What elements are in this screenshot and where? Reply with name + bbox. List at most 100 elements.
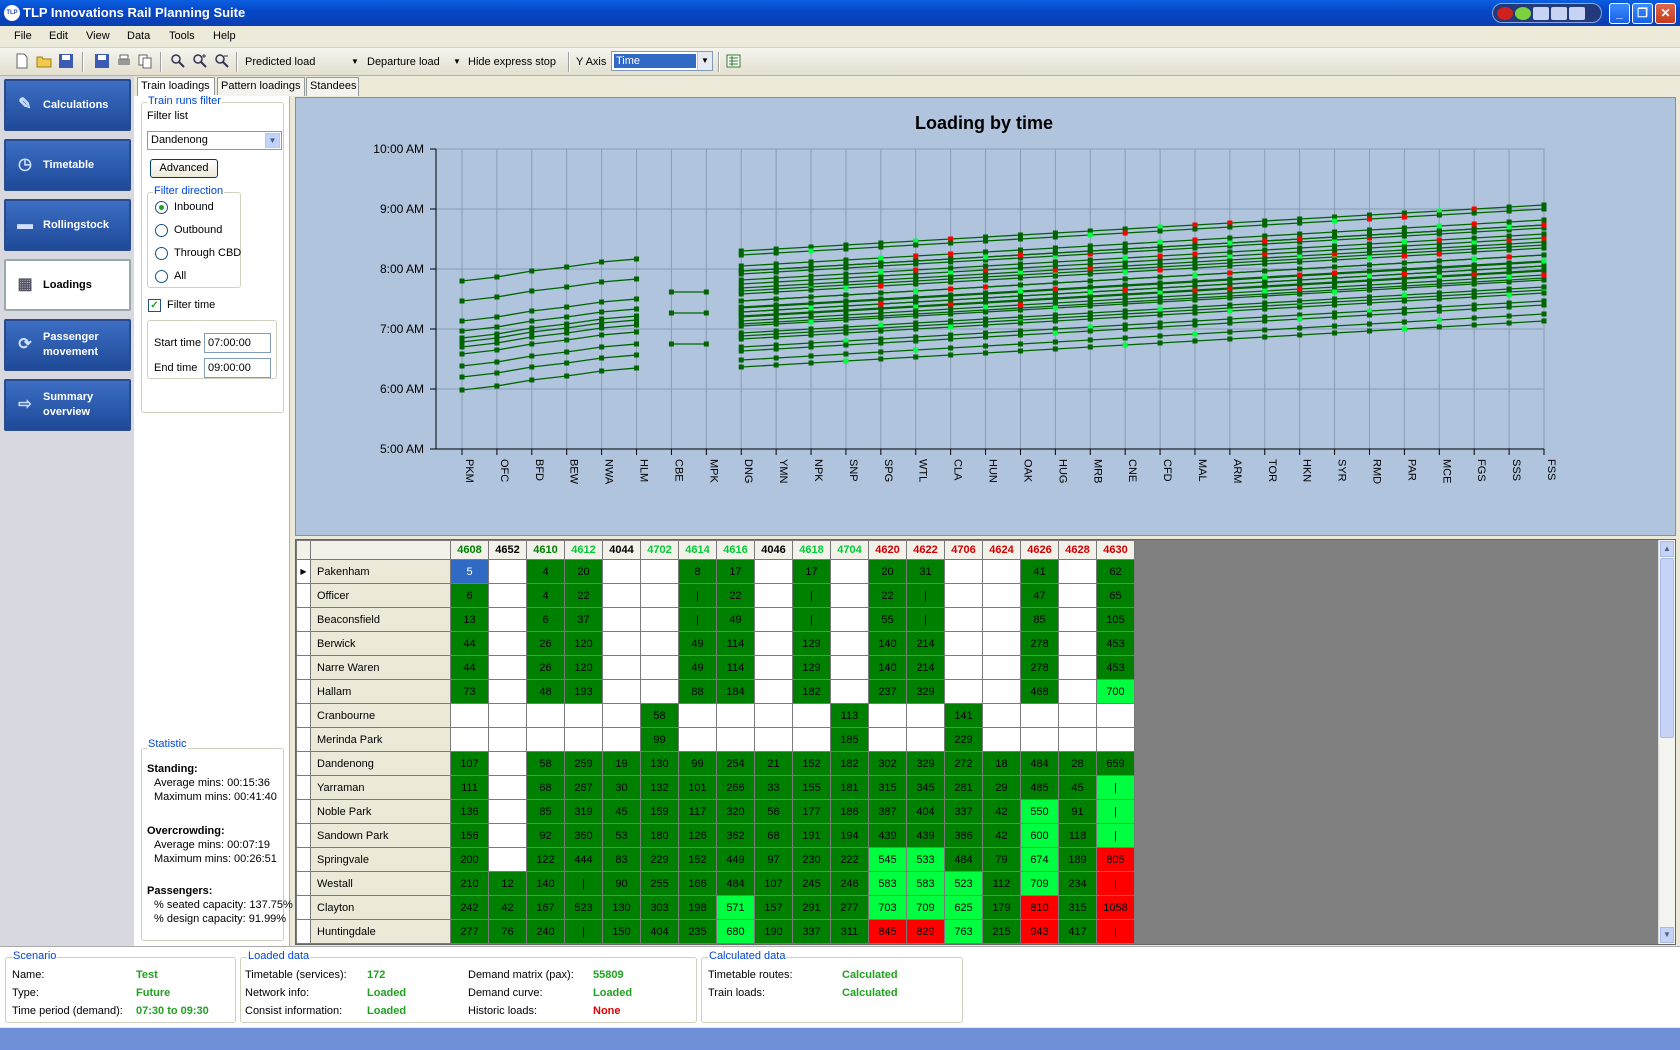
tab-standees[interactable]: Standees <box>306 77 359 96</box>
load-cell[interactable]: 6 <box>526 607 565 632</box>
load-cell[interactable]: 12 <box>488 871 527 896</box>
copy-icon[interactable] <box>137 53 153 69</box>
load-cell[interactable]: 166 <box>678 871 717 896</box>
load-cell[interactable] <box>830 679 869 704</box>
load-cell[interactable]: 56 <box>754 799 793 824</box>
load-cell[interactable]: 179 <box>982 895 1021 920</box>
filter-time-checkbox[interactable]: ✓ <box>148 299 161 312</box>
load-cell[interactable]: 140 <box>526 871 565 896</box>
load-cell[interactable]: 18 <box>982 751 1021 776</box>
load-cell[interactable]: 107 <box>754 871 793 896</box>
load-cell[interactable]: 245 <box>792 871 831 896</box>
load-cell[interactable]: | <box>1096 823 1135 848</box>
load-cell[interactable]: 112 <box>982 871 1021 896</box>
load-cell[interactable]: 13 <box>450 607 489 632</box>
load-cell[interactable]: 583 <box>868 871 907 896</box>
restore-button[interactable]: ❐ <box>1632 3 1653 24</box>
train-column-header[interactable]: 4706 <box>944 540 983 560</box>
load-cell[interactable] <box>1058 631 1097 656</box>
train-column-header[interactable]: 4626 <box>1020 540 1059 560</box>
load-cell[interactable]: | <box>1096 799 1135 824</box>
load-cell[interactable]: 21 <box>754 751 793 776</box>
load-cell[interactable]: 152 <box>678 847 717 872</box>
load-cell[interactable]: 105 <box>1096 607 1135 632</box>
load-cell[interactable]: 130 <box>640 751 679 776</box>
train-column-header[interactable]: 4044 <box>602 540 641 560</box>
load-cell[interactable]: 182 <box>830 751 869 776</box>
train-column-header[interactable]: 4614 <box>678 540 717 560</box>
load-cell[interactable] <box>488 583 527 608</box>
load-cell[interactable] <box>1058 583 1097 608</box>
load-cell[interactable] <box>602 679 641 704</box>
load-cell[interactable]: 360 <box>564 823 603 848</box>
load-cell[interactable]: 44 <box>450 655 489 680</box>
load-cell[interactable]: 122 <box>526 847 565 872</box>
load-cell[interactable]: 237 <box>868 679 907 704</box>
load-cell[interactable] <box>640 607 679 632</box>
load-cell[interactable]: 417 <box>1058 919 1097 944</box>
load-cell[interactable]: 319 <box>564 799 603 824</box>
load-cell[interactable] <box>564 727 603 752</box>
load-cell[interactable]: 362 <box>716 823 755 848</box>
advanced-button[interactable]: Advanced <box>150 159 218 178</box>
load-cell[interactable]: 177 <box>792 799 831 824</box>
load-cell[interactable]: | <box>792 583 831 608</box>
load-cell[interactable]: 444 <box>564 847 603 872</box>
load-cell[interactable]: 700 <box>1096 679 1135 704</box>
load-cell[interactable]: 26 <box>526 631 565 656</box>
train-column-header[interactable]: 4608 <box>450 540 489 560</box>
nav-passenger-movement[interactable]: ⟳ Passenger movement <box>4 319 131 371</box>
load-cell[interactable] <box>488 799 527 824</box>
load-cell[interactable] <box>944 583 983 608</box>
tray-stop-icon[interactable] <box>1497 7 1513 20</box>
train-column-header[interactable]: 4622 <box>906 540 945 560</box>
load-cell[interactable]: 65 <box>1096 583 1135 608</box>
load-cell[interactable] <box>754 583 793 608</box>
load-cell[interactable]: 132 <box>640 775 679 800</box>
load-cell[interactable]: | <box>564 919 603 944</box>
load-cell[interactable]: | <box>1096 871 1135 896</box>
load-cell[interactable]: 99 <box>640 727 679 752</box>
train-column-header[interactable]: 4616 <box>716 540 755 560</box>
load-cell[interactable]: | <box>792 607 831 632</box>
load-cell[interactable]: 55 <box>868 607 907 632</box>
export-excel-icon[interactable] <box>726 53 742 69</box>
load-cell[interactable]: 191 <box>792 823 831 848</box>
load-cell[interactable]: 4 <box>526 559 565 584</box>
load-cell[interactable]: 97 <box>754 847 793 872</box>
load-cell[interactable]: 240 <box>526 919 565 944</box>
load-cell[interactable] <box>450 727 489 752</box>
nav-loadings[interactable]: ▦ Loadings <box>4 259 131 311</box>
load-cell[interactable]: 45 <box>1058 775 1097 800</box>
load-cell[interactable]: 20 <box>564 559 603 584</box>
row-selector[interactable] <box>296 655 311 680</box>
load-cell[interactable] <box>982 703 1021 728</box>
load-cell[interactable]: 107 <box>450 751 489 776</box>
row-selector[interactable] <box>296 847 311 872</box>
table-row[interactable]: Beaconsfield 13 6 37 | 49 | 55 | 85 105 <box>296 607 1135 632</box>
load-cell[interactable]: 267 <box>564 775 603 800</box>
load-cell[interactable]: 210 <box>450 871 489 896</box>
load-cell[interactable]: 763 <box>944 919 983 944</box>
load-cell[interactable]: 17 <box>792 559 831 584</box>
load-cell[interactable]: 303 <box>640 895 679 920</box>
load-cell[interactable]: | <box>678 583 717 608</box>
load-cell[interactable]: 533 <box>906 847 945 872</box>
load-cell[interactable] <box>602 631 641 656</box>
load-cell[interactable] <box>488 655 527 680</box>
load-cell[interactable]: 120 <box>564 655 603 680</box>
table-row[interactable]: Clayton 242 42 167 523 130 303 198 571 157 291 277 7… <box>296 895 1135 920</box>
row-selector[interactable] <box>296 583 311 608</box>
table-row[interactable]: Narre Waren 44 26 120 49 114 129 140 214 278 453 <box>296 655 1135 680</box>
menu-view[interactable]: View <box>86 30 110 42</box>
load-cell[interactable]: 48 <box>526 679 565 704</box>
load-cell[interactable]: 44 <box>450 631 489 656</box>
load-cell[interactable]: 329 <box>906 751 945 776</box>
load-cell[interactable] <box>1096 727 1135 752</box>
load-cell[interactable]: 58 <box>640 703 679 728</box>
load-cell[interactable] <box>640 559 679 584</box>
load-cell[interactable]: 242 <box>450 895 489 920</box>
load-cell[interactable]: 22 <box>564 583 603 608</box>
load-cell[interactable]: 17 <box>716 559 755 584</box>
load-cell[interactable] <box>754 679 793 704</box>
